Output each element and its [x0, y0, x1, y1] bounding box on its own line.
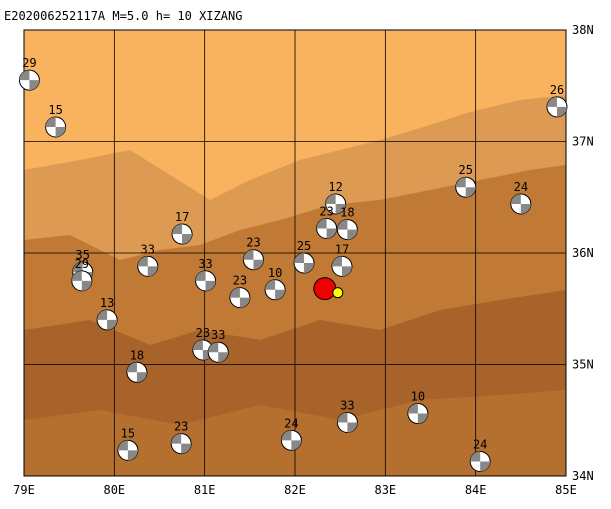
- beachball-quadrant: [243, 249, 264, 270]
- y-tick-label: 37N: [572, 135, 594, 149]
- beachball-quadrant: [546, 96, 567, 117]
- beachball-quadrant: [117, 440, 138, 461]
- depth-label: 23: [174, 420, 188, 434]
- depth-label: 15: [121, 426, 135, 440]
- depth-label: 23: [319, 204, 333, 218]
- depth-label: 15: [48, 103, 62, 117]
- x-tick-label: 84E: [465, 483, 487, 497]
- beachball-quadrant: [137, 256, 158, 277]
- beachball-quadrant: [265, 279, 286, 300]
- depth-label: 26: [550, 83, 564, 97]
- beachball-quadrant: [126, 362, 147, 383]
- depth-label: 33: [141, 242, 155, 256]
- beachball-quadrant: [316, 218, 337, 239]
- beachball-quadrant: [470, 451, 491, 472]
- depth-label: 23: [233, 274, 247, 288]
- beachball-quadrant: [45, 117, 66, 138]
- depth-label: 33: [211, 328, 225, 342]
- y-tick-label: 34N: [572, 469, 594, 483]
- depth-label: 17: [175, 210, 189, 224]
- beachball-quadrant: [294, 253, 315, 274]
- beachball-quadrant: [337, 219, 358, 240]
- beachball-quadrant: [195, 270, 216, 291]
- depth-label: 33: [198, 257, 212, 271]
- map-title: E202006252117A M=5.0 h= 10 XIZANG: [4, 9, 242, 23]
- beachball-quadrant: [97, 309, 118, 330]
- depth-label: 13: [100, 296, 114, 310]
- depth-label: 24: [284, 416, 298, 430]
- depth-label: 25: [297, 239, 311, 253]
- depth-label: 10: [268, 266, 282, 280]
- depth-label: 23: [196, 326, 210, 340]
- depth-label: 18: [340, 206, 354, 220]
- x-tick-label: 85E: [555, 483, 577, 497]
- y-tick-label: 36N: [572, 246, 594, 260]
- beachball-quadrant: [19, 70, 40, 91]
- beachball-quadrant: [172, 224, 193, 245]
- x-tick-label: 79E: [13, 483, 35, 497]
- depth-label: 24: [514, 180, 528, 194]
- depth-label: 35: [75, 248, 89, 262]
- x-tick-label: 81E: [194, 483, 216, 497]
- depth-label: 29: [75, 257, 89, 271]
- beachball-quadrant: [229, 287, 250, 308]
- x-tick-label: 80E: [103, 483, 125, 497]
- x-tick-label: 83E: [374, 483, 396, 497]
- x-tick-label: 82E: [284, 483, 306, 497]
- main-event: [313, 277, 337, 301]
- depth-label: 24: [473, 438, 487, 452]
- beachball-quadrant: [407, 403, 428, 424]
- depth-label: 29: [22, 56, 36, 70]
- depth-label: 17: [335, 242, 349, 256]
- beachball-quadrant: [208, 342, 229, 363]
- beachball-quadrant: [192, 340, 213, 361]
- beachball-quadrant: [337, 412, 358, 433]
- beachball-quadrant: [455, 177, 476, 198]
- depth-label: 33: [340, 398, 354, 412]
- depth-label: 10: [411, 390, 425, 404]
- y-tick-label: 38N: [572, 23, 594, 37]
- beachball-quadrant: [325, 193, 346, 214]
- depth-label: 25: [459, 163, 473, 177]
- beachball-quadrant: [281, 430, 302, 451]
- beachball-quadrant: [331, 256, 352, 277]
- depth-label: 12: [328, 180, 342, 194]
- beachball-quadrant: [71, 270, 92, 291]
- y-tick-label: 35N: [572, 358, 594, 372]
- depth-label: 18: [130, 348, 144, 362]
- epicenter-dot: [332, 287, 344, 299]
- depth-label: 23: [246, 236, 260, 250]
- beachball-quadrant: [510, 193, 531, 214]
- beachball-quadrant: [171, 433, 192, 454]
